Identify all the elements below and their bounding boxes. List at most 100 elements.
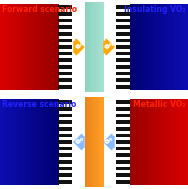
Bar [2,99,3,185]
Bar [169,4,170,90]
Bar [98,2,99,92]
Bar [40,4,41,90]
Bar [58,52,72,55]
Bar [34,99,35,185]
Bar [24,4,25,90]
Bar [35,99,36,185]
Bar [183,4,184,90]
Bar [2,99,3,185]
Bar [58,58,72,62]
Bar [19,4,20,90]
Bar [54,4,55,90]
Bar [171,99,173,185]
Bar [184,4,186,90]
Bar [58,65,72,69]
Bar [178,99,179,185]
Bar [26,99,27,185]
Bar [1,99,2,185]
Bar [132,99,133,185]
Bar [58,180,72,184]
Bar [136,4,137,90]
Bar [142,99,144,185]
Bar [158,4,159,90]
Bar [176,4,178,90]
Bar [53,99,54,185]
Bar [20,99,21,185]
Bar [116,32,130,36]
Bar [4,4,5,90]
Bar [41,99,42,185]
Bar [31,99,32,185]
Bar [49,99,50,185]
Bar [100,97,102,187]
Bar [116,120,130,124]
Bar [3,4,4,90]
Bar [150,4,152,90]
Bar [148,4,149,90]
Bar [50,4,51,90]
Bar [21,4,22,90]
Bar [163,99,164,185]
Bar [36,99,37,185]
Bar [154,99,155,185]
Bar [116,167,130,170]
Bar [91,97,93,187]
Bar [133,4,134,90]
Bar [156,4,157,90]
Bar [38,4,39,90]
Bar [36,4,37,90]
Bar [181,4,182,90]
Bar [176,4,177,90]
Bar [91,2,93,92]
Bar [10,99,11,185]
Bar [116,65,130,69]
Bar [165,99,167,185]
Bar [116,25,130,29]
Bar [186,4,187,90]
Bar [134,4,136,90]
Bar [145,4,146,90]
Bar [157,99,158,185]
Bar [44,4,45,90]
Bar [9,99,10,185]
Bar [149,4,150,90]
Bar [0,4,1,90]
Bar [50,99,51,185]
Bar [160,4,162,90]
Bar [162,4,163,90]
Bar [2,4,3,90]
Bar [20,4,21,90]
Bar [9,4,11,90]
Bar [173,99,174,185]
Bar [23,4,24,90]
Bar [43,4,45,90]
Bar [160,99,161,185]
Bar [181,4,183,90]
Bar [18,4,19,90]
Bar [116,19,130,22]
Bar [158,4,159,90]
Bar [139,99,140,185]
Bar [153,99,154,185]
Bar [171,4,173,90]
Bar [182,99,183,185]
Bar [174,99,175,185]
Bar [116,78,130,82]
Bar [46,4,47,90]
Bar [33,4,35,90]
Bar [102,2,104,92]
Bar [170,99,171,185]
Bar [162,99,163,185]
Bar [32,4,33,90]
Bar [116,134,130,137]
Bar [185,4,186,90]
Bar [176,99,177,185]
Bar [171,99,172,185]
Bar [27,4,28,90]
Bar [141,4,142,90]
Bar [35,4,36,90]
Bar [28,4,30,90]
Bar [58,72,72,75]
Bar [89,97,90,187]
Bar [151,99,152,185]
